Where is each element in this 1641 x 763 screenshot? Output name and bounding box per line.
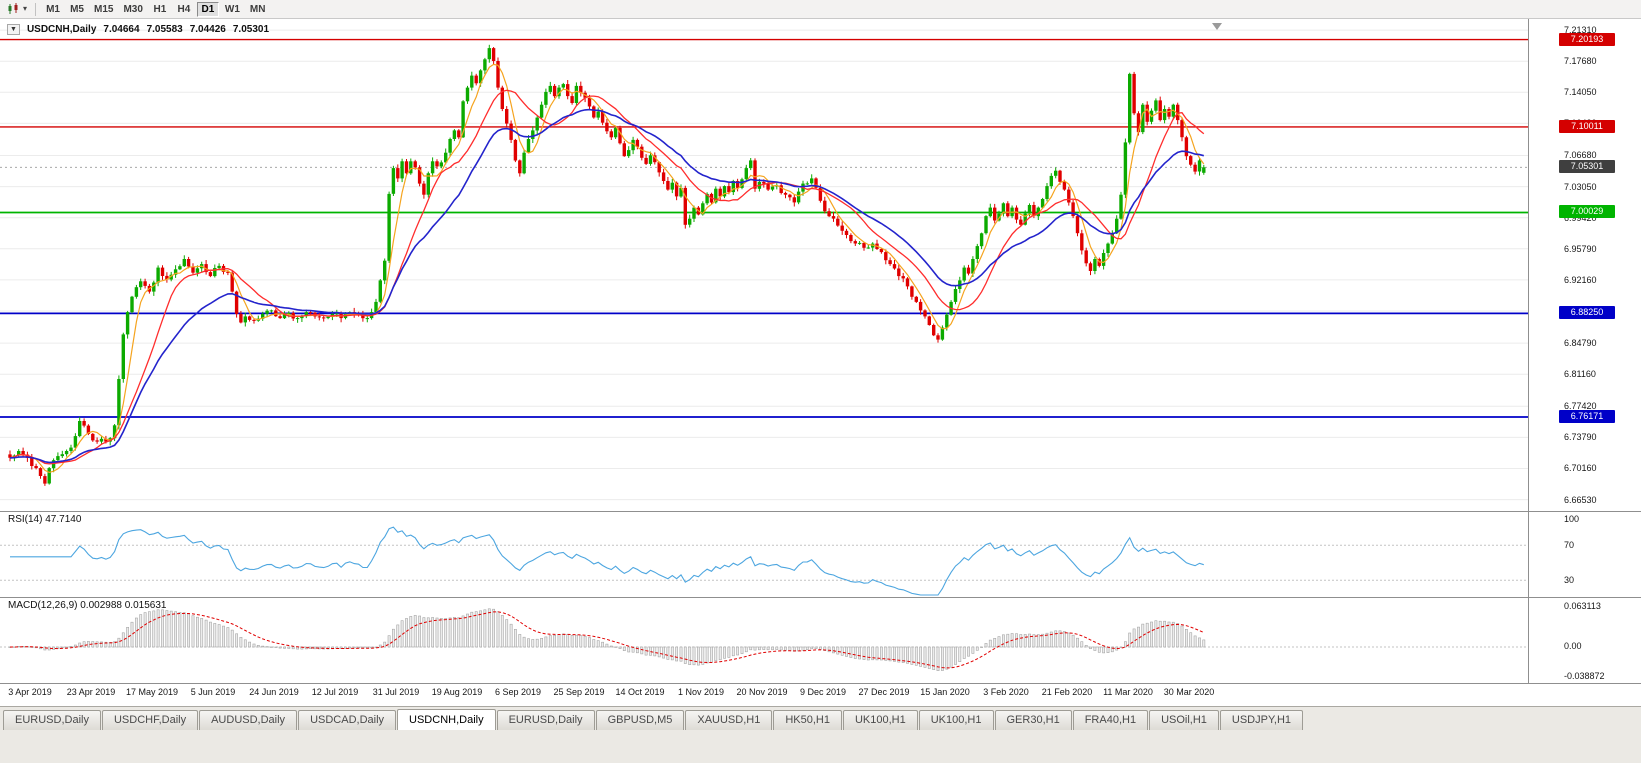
chart-tab-usdchf-daily[interactable]: USDCHF,Daily — [101, 710, 199, 730]
timeframe-button-m5[interactable]: M5 — [70, 3, 84, 15]
chart-tab-gbpusd-m5[interactable]: GBPUSD,M5 — [595, 710, 685, 730]
chart-tab-usdcnh-daily[interactable]: USDCNH,Daily — [397, 709, 496, 730]
chart-ohlc-title: ▼ USDCNH,Daily 7.04664 7.05583 7.04426 7… — [7, 24, 269, 35]
panel-separator[interactable] — [0, 597, 1641, 598]
chart-menu-button[interactable]: ▾ — [4, 2, 30, 16]
timeframe-button-h4[interactable]: H4 — [177, 3, 191, 15]
panel-separator[interactable] — [0, 511, 1641, 512]
chart-tab-uk100-h1[interactable]: UK100,H1 — [842, 710, 918, 730]
timeframe-button-m1[interactable]: M1 — [46, 3, 60, 15]
collapse-chart-icon[interactable]: ▼ — [7, 24, 20, 35]
symbol-timeframe-label: USDCNH,Daily — [26, 24, 97, 35]
toolbar-separator — [35, 2, 37, 16]
chart-tab-xauusd-h1[interactable]: XAUUSD,H1 — [685, 710, 773, 730]
time-axis[interactable] — [0, 684, 1528, 706]
chart-tab-audusd-daily[interactable]: AUDUSD,Daily — [199, 710, 298, 730]
timeframe-button-h1[interactable]: H1 — [153, 3, 167, 15]
chart-tab-hk50-h1[interactable]: HK50,H1 — [773, 710, 842, 730]
open-value: 7.04664 — [103, 24, 140, 35]
price-axis[interactable] — [1529, 19, 1641, 683]
timeframe-button-m30[interactable]: M30 — [123, 3, 143, 15]
timeframe-button-m15[interactable]: M15 — [94, 3, 114, 15]
chart-tab-bar: EURUSD,Daily USDCHF,Daily AUDUSD,Daily USDC… — [0, 706, 1641, 763]
low-value: 7.04426 — [189, 24, 226, 35]
timeframe-button-d1[interactable]: D1 — [196, 1, 219, 17]
chart-tab-uk100-h1[interactable]: UK100,H1 — [918, 710, 994, 730]
candlestick-chart-icon — [8, 3, 18, 14]
chart-canvas[interactable] — [0, 19, 1641, 706]
rsi-indicator-label: RSI(14) 47.7140 — [8, 514, 82, 525]
chevron-down-icon: ▾ — [23, 4, 28, 13]
chart-tab-ger30-h1[interactable]: GER30,H1 — [994, 710, 1072, 730]
chart-tab-usoil-h1[interactable]: USOil,H1 — [1149, 710, 1219, 730]
panel-separator — [0, 683, 1641, 684]
high-value: 7.05583 — [146, 24, 183, 35]
chart-tab-usdjpy-h1[interactable]: USDJPY,H1 — [1219, 710, 1304, 730]
chart-tab-usdcad-daily[interactable]: USDCAD,Daily — [298, 710, 397, 730]
chart-tab-eurusd-daily[interactable]: EURUSD,Daily — [496, 710, 595, 730]
timeframe-button-group: M1 M5 M15 M30 H1 H4 D1 W1 MN — [41, 1, 270, 17]
chart-tabs: EURUSD,Daily USDCHF,Daily AUDUSD,Daily USDC… — [3, 709, 1641, 730]
top-toolbar: ▾ M1 M5 M15 M30 H1 H4 D1 W1 MN — [0, 0, 1641, 19]
price-axis-border — [1528, 19, 1529, 683]
close-value: 7.05301 — [232, 24, 270, 35]
timeframe-button-w1[interactable]: W1 — [224, 3, 240, 15]
chart-tab-fra40-h1[interactable]: FRA40,H1 — [1072, 710, 1149, 730]
timeframe-button-mn[interactable]: MN — [249, 3, 266, 15]
macd-indicator-label: MACD(12,26,9) 0.002988 0.015631 — [8, 600, 167, 611]
chart-tab-eurusd-daily[interactable]: EURUSD,Daily — [3, 710, 101, 730]
